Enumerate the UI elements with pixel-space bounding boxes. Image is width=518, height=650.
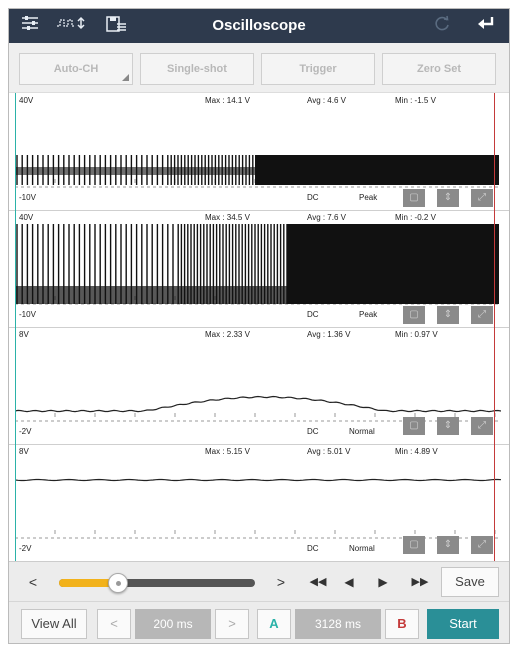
- fast-back-button[interactable]: ◀◀: [309, 576, 327, 588]
- channel-4-scale-icon[interactable]: ⇕: [437, 536, 459, 554]
- timebase-increase-button[interactable]: >: [215, 609, 249, 639]
- channel-3-waveform: [15, 395, 501, 422]
- view-all-button[interactable]: View All: [21, 609, 87, 639]
- channel-1-avg: Avg : 4.6 V: [307, 96, 346, 105]
- scroll-right-button[interactable]: >: [276, 574, 286, 590]
- channel-3-copy-icon[interactable]: ▢: [403, 417, 425, 435]
- step-back-button[interactable]: ◀: [344, 575, 354, 589]
- timeline-slider-fill: [59, 579, 118, 587]
- channel-1-coupling: DC: [307, 193, 319, 202]
- channel-4-panel[interactable]: 8V Max : 5.15 V Avg : 5.01 V Min : 4.89 …: [9, 444, 509, 561]
- timeline-slider-knob[interactable]: [107, 573, 128, 593]
- channel-2-avg: Avg : 7.6 V: [307, 213, 346, 222]
- channel-4-bottom-scale: -2V: [19, 544, 32, 553]
- channel-2-bottom-scale: -10V: [19, 310, 36, 319]
- waveform-icon[interactable]: [55, 15, 87, 37]
- app-title: Oscilloscope: [212, 17, 306, 34]
- channel-1-waveform: [15, 155, 501, 188]
- channel-2-copy-icon[interactable]: ▢: [403, 306, 425, 324]
- timeline-slider[interactable]: [59, 573, 255, 593]
- cursor-b-button[interactable]: B: [385, 609, 419, 639]
- control-bar: View All < 200 ms > A 3128 ms B Start: [9, 601, 509, 643]
- settings-sliders-icon[interactable]: [17, 15, 43, 37]
- zero-set-button[interactable]: Zero Set: [382, 53, 496, 85]
- channel-4-coupling: DC: [307, 544, 319, 553]
- channel-2-min: Min : -0.2 V: [395, 213, 436, 222]
- save-file-icon[interactable]: [103, 15, 129, 37]
- channel-4-expand-icon[interactable]: ⤢: [471, 536, 493, 554]
- channel-4-min: Min : 4.89 V: [395, 447, 438, 456]
- channel-4-avg: Avg : 5.01 V: [307, 447, 351, 456]
- channel-1-mode: Peak: [359, 193, 378, 202]
- cursor-b-line[interactable]: [494, 93, 495, 561]
- single-shot-button[interactable]: Single-shot: [140, 53, 254, 85]
- cursor-delta-value: 3128 ms: [295, 609, 381, 639]
- start-button[interactable]: Start: [427, 609, 499, 639]
- channel-3-top-scale: 8V: [19, 330, 29, 339]
- channel-4-top-scale: 8V: [19, 447, 29, 456]
- channel-3-min: Min : 0.97 V: [395, 330, 438, 339]
- channel-3-scale-icon[interactable]: ⇕: [437, 417, 459, 435]
- channel-2-max: Max : 34.5 V: [205, 213, 250, 222]
- playback-bar: < > ◀◀ ◀ ▶ ▶▶ Save: [9, 561, 509, 601]
- channel-3-expand-icon[interactable]: ⤢: [471, 417, 493, 435]
- channel-1-panel[interactable]: 40V Max : 14.1 V Avg : 4.6 V Min : -1.5 …: [9, 93, 509, 211]
- mode-button-row: Auto-CH Single-shot Trigger Zero Set: [9, 43, 509, 93]
- dropdown-corner-icon: [122, 74, 129, 81]
- fast-forward-button[interactable]: ▶▶: [411, 576, 429, 588]
- timebase-value: 200 ms: [135, 609, 211, 639]
- channel-3-panel[interactable]: 8V Max : 2.33 V Avg : 1.36 V Min : 0.97 …: [9, 327, 509, 445]
- timebase-decrease-button[interactable]: <: [97, 609, 131, 639]
- trigger-button[interactable]: Trigger: [261, 53, 375, 85]
- scroll-left-button[interactable]: <: [28, 574, 38, 590]
- channel-2-coupling: DC: [307, 310, 319, 319]
- channel-4-max: Max : 5.15 V: [205, 447, 250, 456]
- channel-2-panel[interactable]: 40V Max : 34.5 V Avg : 7.6 V Min : -0.2 …: [9, 210, 509, 328]
- channel-3-coupling: DC: [307, 427, 319, 436]
- channel-2-expand-icon[interactable]: ⤢: [471, 306, 493, 324]
- back-arrow-icon[interactable]: [473, 15, 499, 37]
- title-bar: Oscilloscope: [9, 9, 509, 43]
- channel-3-mode: Normal: [349, 427, 375, 436]
- channel-3-avg: Avg : 1.36 V: [307, 330, 351, 339]
- channel-1-expand-icon[interactable]: ⤢: [471, 189, 493, 207]
- step-forward-button[interactable]: ▶: [378, 575, 388, 589]
- auto-ch-label: Auto-CH: [53, 63, 99, 75]
- channel-1-bottom-scale: -10V: [19, 193, 36, 202]
- channel-4-copy-icon[interactable]: ▢: [403, 536, 425, 554]
- channel-2-waveform: [15, 224, 501, 305]
- oscilloscope-window: Oscilloscope Auto-CH Single-shot Trigger…: [8, 8, 510, 644]
- channel-4-mode: Normal: [349, 544, 375, 553]
- channel-1-min: Min : -1.5 V: [395, 96, 436, 105]
- channel-1-max: Max : 14.1 V: [205, 96, 250, 105]
- channel-1-top-scale: 40V: [19, 96, 34, 105]
- refresh-icon[interactable]: [429, 15, 455, 37]
- cursor-a-line[interactable]: [15, 93, 16, 561]
- save-button[interactable]: Save: [441, 567, 499, 597]
- auto-ch-button[interactable]: Auto-CH: [19, 53, 133, 85]
- channel-2-scale-icon[interactable]: ⇕: [437, 306, 459, 324]
- channel-1-copy-icon[interactable]: ▢: [403, 189, 425, 207]
- channel-4-waveform: [15, 478, 501, 539]
- channel-2-top-scale: 40V: [19, 213, 34, 222]
- channel-1-scale-icon[interactable]: ⇕: [437, 189, 459, 207]
- channel-2-mode: Peak: [359, 310, 378, 319]
- cursor-a-button[interactable]: A: [257, 609, 291, 639]
- channel-3-bottom-scale: -2V: [19, 427, 32, 436]
- channel-3-max: Max : 2.33 V: [205, 330, 250, 339]
